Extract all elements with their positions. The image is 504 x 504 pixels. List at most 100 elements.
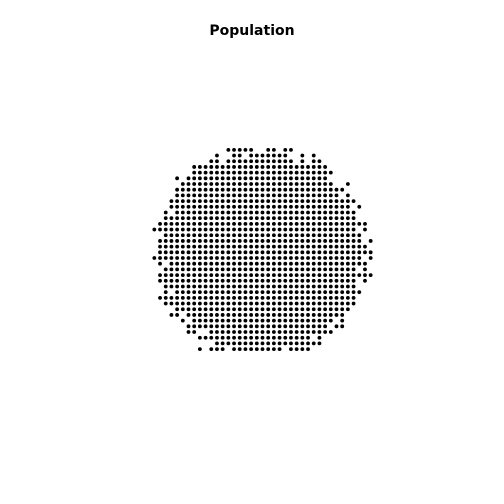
data-point (175, 176, 180, 181)
data-point (345, 261, 350, 266)
data-point (271, 199, 276, 203)
data-point (180, 182, 185, 186)
data-point (300, 210, 305, 215)
data-point (345, 216, 350, 221)
data-point (306, 284, 310, 289)
data-point (289, 233, 293, 238)
data-point (351, 199, 356, 203)
data-point (351, 227, 356, 232)
data-point (283, 170, 288, 175)
data-point (351, 301, 356, 306)
data-point (175, 233, 180, 238)
data-point (260, 330, 265, 334)
data-point (220, 227, 225, 232)
data-point (232, 256, 236, 260)
data-point (192, 278, 197, 283)
data-point (203, 244, 208, 249)
data-point (203, 182, 208, 186)
data-point (237, 176, 242, 181)
data-point (192, 313, 197, 317)
data-point (163, 295, 168, 300)
data-point (192, 210, 197, 215)
data-point (300, 301, 305, 306)
data-point (249, 313, 254, 317)
data-point (340, 250, 345, 255)
data-point (175, 256, 180, 260)
data-point (249, 261, 254, 266)
data-point (317, 233, 322, 238)
data-point (266, 244, 271, 249)
data-point (237, 187, 242, 192)
data-point (226, 250, 231, 255)
data-point (186, 233, 191, 238)
data-point (237, 318, 242, 323)
data-point (283, 199, 288, 203)
data-point (277, 170, 282, 175)
data-point (357, 221, 362, 226)
data-point (323, 278, 328, 283)
data-point (232, 153, 236, 158)
data-point (180, 284, 185, 289)
data-point (340, 290, 345, 295)
data-point (203, 210, 208, 215)
data-point (197, 227, 202, 232)
data-point (254, 176, 259, 181)
data-point (328, 216, 333, 221)
data-point (294, 330, 299, 334)
data-point (220, 347, 225, 351)
data-point (260, 250, 265, 255)
data-point (197, 210, 202, 215)
data-point (340, 216, 345, 221)
data-point (271, 165, 276, 169)
data-point (163, 239, 168, 243)
data-point (300, 182, 305, 186)
data-point (232, 261, 236, 266)
data-point (300, 307, 305, 312)
data-point (323, 250, 328, 255)
data-point (186, 324, 191, 329)
data-point (311, 301, 316, 306)
data-point (249, 165, 254, 169)
data-point (158, 239, 162, 243)
data-point (283, 227, 288, 232)
data-point (215, 273, 219, 277)
data-point (271, 313, 276, 317)
data-point (237, 216, 242, 221)
data-point (289, 313, 293, 317)
data-point (192, 324, 197, 329)
data-point (306, 233, 310, 238)
data-point (334, 244, 339, 249)
data-point (175, 244, 180, 249)
data-point (283, 216, 288, 221)
data-point (249, 199, 254, 203)
data-point (192, 295, 197, 300)
data-point (323, 227, 328, 232)
data-point (197, 324, 202, 329)
data-point (271, 216, 276, 221)
data-point (209, 170, 214, 175)
data-point (306, 176, 310, 181)
data-point (294, 216, 299, 221)
data-point (197, 347, 202, 351)
data-point (289, 261, 293, 266)
data-point (220, 199, 225, 203)
data-point (283, 210, 288, 215)
data-point (277, 347, 282, 351)
data-point (209, 301, 214, 306)
data-point (340, 284, 345, 289)
data-point (271, 193, 276, 198)
data-point (340, 233, 345, 238)
data-point (294, 284, 299, 289)
data-point (306, 199, 310, 203)
data-point (203, 273, 208, 277)
data-point (186, 330, 191, 334)
data-point (158, 261, 162, 266)
data-point (345, 273, 350, 277)
data-point (294, 290, 299, 295)
data-point (283, 335, 288, 340)
data-point (254, 187, 259, 192)
data-point (328, 170, 333, 175)
data-point (266, 324, 271, 329)
data-point (232, 313, 236, 317)
data-point (220, 244, 225, 249)
